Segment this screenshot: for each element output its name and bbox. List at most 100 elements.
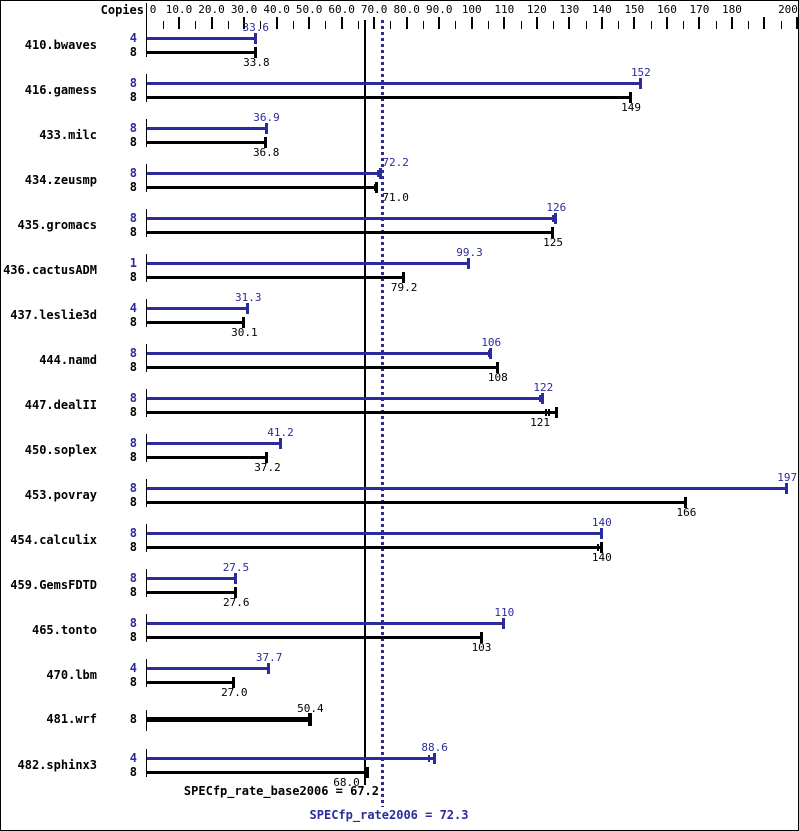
bar-end-cap — [232, 677, 235, 688]
copies-value: 8 — [129, 346, 137, 360]
bar-peak — [147, 352, 492, 355]
axis-major-tick — [373, 17, 375, 29]
axis-tick-label: 200 — [778, 3, 798, 16]
axis-major-tick — [341, 17, 343, 29]
axis-minor-tick — [260, 21, 261, 29]
bar-peak — [147, 532, 603, 535]
bar-end-cap — [600, 542, 603, 553]
bar-end-cap — [467, 258, 470, 269]
bar-end-cap — [264, 137, 267, 148]
bar-value-label: 152 — [630, 66, 651, 79]
bar-base — [147, 591, 237, 594]
axis-minor-tick — [325, 21, 326, 29]
copies-value: 4 — [129, 661, 137, 675]
axis-major-tick — [178, 17, 180, 29]
axis-tick-label: 100 — [461, 3, 482, 16]
group-axis-line — [146, 344, 147, 372]
run-mark — [488, 350, 490, 357]
bar-end-cap — [375, 182, 378, 193]
copies-value: 8 — [129, 436, 137, 450]
bar-end-cap — [279, 438, 282, 449]
axis-tick-label: 90.0 — [425, 3, 453, 16]
bar-base — [147, 546, 603, 549]
bar-value-label: 99.3 — [456, 246, 483, 259]
bar-value-label: 121 — [530, 416, 550, 429]
copies-column-header: Copies — [100, 3, 144, 17]
bar-value-label: 149 — [621, 101, 642, 114]
axis-major-tick — [536, 17, 538, 29]
benchmark-label: 437.leslie3d — [10, 308, 97, 322]
axis-major-tick — [601, 17, 603, 29]
copies-value: 8 — [129, 630, 137, 644]
bar-value-label: 140 — [591, 516, 612, 529]
bar-base — [147, 141, 267, 144]
copies-value: 8 — [129, 540, 137, 554]
bar-end-cap — [551, 227, 554, 238]
axis-minor-tick — [195, 21, 196, 29]
copies-value: 8 — [129, 450, 137, 464]
bar-value-label: 36.8 — [252, 146, 280, 159]
bar-peak — [147, 217, 557, 220]
bar-base — [147, 501, 687, 504]
axis-minor-tick — [228, 21, 229, 29]
axis-tick-label: 170 — [689, 3, 710, 16]
bar-peak — [147, 262, 470, 265]
group-axis-line — [146, 614, 147, 642]
bar-value-label: 36.9 — [253, 111, 280, 124]
benchmark-label: 435.gromacs — [17, 218, 97, 232]
group-axis-line — [146, 299, 147, 327]
bar-peak — [147, 37, 257, 40]
bar-end-cap — [265, 123, 268, 134]
bar-peak — [147, 577, 237, 580]
peak-mean-label: SPECfp_rate2006 = 72.3 — [309, 808, 469, 822]
group-axis-line — [146, 434, 147, 462]
bar-value-label: 27.5 — [222, 561, 250, 574]
copies-value: 8 — [129, 90, 137, 104]
axis-tick-label: 30.0 — [230, 3, 258, 16]
bar-end-cap — [541, 393, 544, 404]
bar-value-label: 31.3 — [235, 291, 262, 304]
axis-tick-label: 0 — [149, 3, 157, 16]
bar-value-label: 125 — [543, 236, 563, 249]
axis-major-tick — [406, 17, 408, 29]
bar-value-label: 140 — [591, 551, 612, 564]
bar-value-label: 50.4 — [297, 702, 324, 715]
copies-value: 8 — [129, 675, 137, 689]
copies-value: 8 — [129, 495, 137, 509]
axis-minor-tick — [748, 21, 749, 29]
group-axis-line — [146, 209, 147, 237]
axis-minor-tick — [390, 21, 391, 29]
bar-end-cap — [242, 317, 245, 328]
copies-value: 8 — [129, 391, 137, 405]
axis-tick-label: 140 — [591, 3, 612, 16]
axis-tick-label: 120 — [526, 3, 547, 16]
run-mark — [548, 409, 550, 416]
axis-tick-label: 130 — [559, 3, 580, 16]
bar-value-label: 110 — [494, 606, 515, 619]
bar-value-label: 33.6 — [242, 21, 270, 34]
run-mark — [374, 184, 376, 191]
bar-end-cap — [379, 168, 382, 179]
axis-tick-label: 40.0 — [263, 3, 290, 16]
axis-minor-tick — [358, 21, 359, 29]
bar-end-cap — [496, 362, 499, 373]
copies-value: 8 — [129, 76, 137, 90]
axis-minor-tick — [423, 21, 424, 29]
bar-base — [147, 456, 268, 459]
copies-value: 8 — [129, 405, 137, 419]
bar-base — [147, 186, 378, 189]
bar-base — [147, 231, 554, 234]
bar-value-label: 33.8 — [243, 56, 270, 69]
axis-minor-tick — [716, 21, 717, 29]
bar-base — [147, 51, 257, 54]
axis-major-tick — [666, 17, 668, 29]
group-axis-line — [146, 389, 147, 417]
bar-value-label: 72.2 — [382, 156, 409, 169]
axis-major-tick — [308, 17, 310, 29]
benchmark-label: 410.bwaves — [24, 38, 97, 52]
axis-tick-label: 60.0 — [328, 3, 355, 16]
bar-peak — [147, 307, 249, 310]
run-mark — [597, 544, 599, 551]
benchmark-label: 454.calculix — [10, 533, 97, 547]
